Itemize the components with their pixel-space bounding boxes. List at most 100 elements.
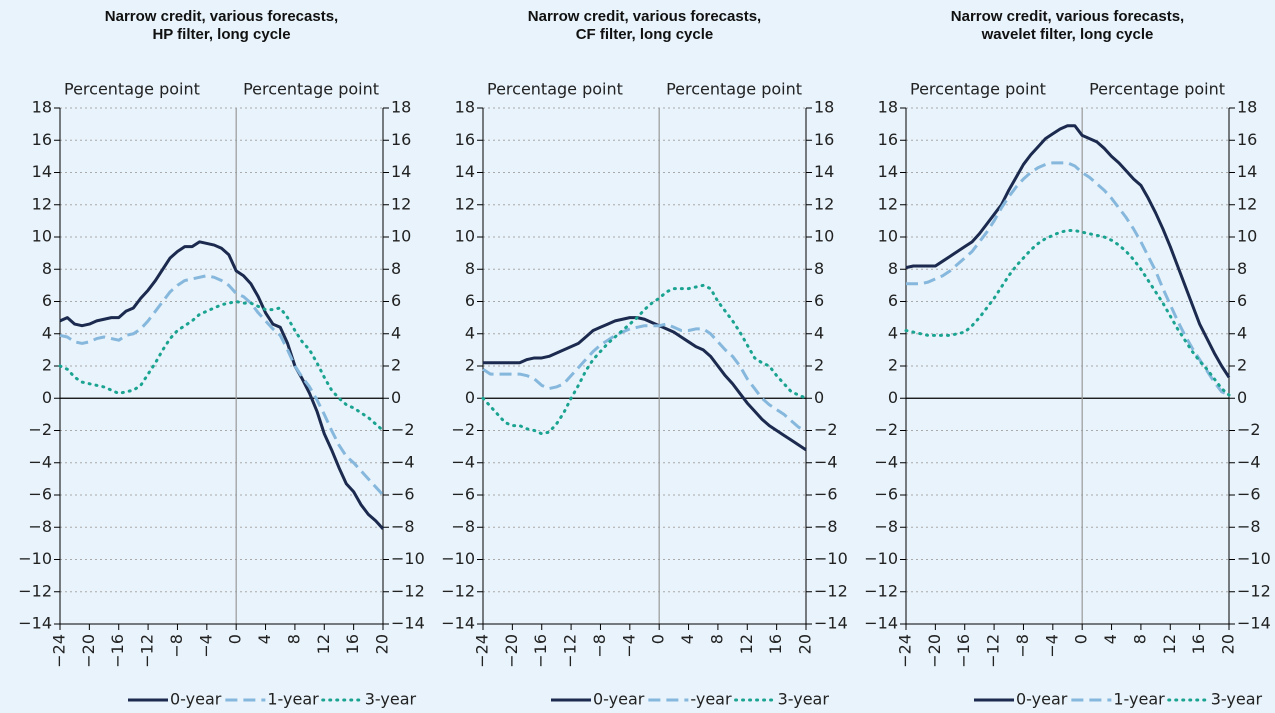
y-tick-label: 18 <box>455 98 475 117</box>
y-tick-label: 16 <box>455 130 475 149</box>
x-tick-label: 4 <box>678 634 697 644</box>
series-line <box>483 316 807 452</box>
y-tick-label: 2 <box>888 356 898 375</box>
y2-tick-label: 8 <box>391 259 401 278</box>
y2-tick-label: −12 <box>814 581 848 600</box>
y-tick-label: −6 <box>451 485 475 504</box>
y2-tick-label: 2 <box>1237 356 1247 375</box>
legend-label: 3-year <box>365 690 417 709</box>
x-tick-label: 0 <box>226 634 245 644</box>
y-tick-label: −10 <box>18 549 52 568</box>
y-tick-label: −8 <box>451 517 475 536</box>
series-line <box>59 274 385 497</box>
x-tick-label: −8 <box>590 634 609 658</box>
y-tick-label: 14 <box>32 162 52 181</box>
y2-tick-label: 16 <box>814 130 834 149</box>
x-tick-label: 20 <box>1219 634 1238 654</box>
x-tick-label: −4 <box>196 634 215 658</box>
legend-label: 3-year <box>1211 690 1263 709</box>
y-tick-label: 8 <box>465 259 475 278</box>
x-tick-label: −12 <box>561 634 580 668</box>
y2-tick-label: 0 <box>391 388 401 407</box>
y2-tick-label: 6 <box>391 291 401 310</box>
y2-tick-label: 12 <box>814 194 834 213</box>
y2-tick-label: −8 <box>1237 517 1261 536</box>
y-tick-label: 2 <box>42 356 52 375</box>
y-tick-label: 6 <box>465 291 475 310</box>
x-tick-label: −16 <box>954 634 973 668</box>
y2-tick-label: −8 <box>814 517 838 536</box>
y-tick-label: −12 <box>18 581 52 600</box>
chart-title: Narrow credit, various forecasts, CF fil… <box>527 8 762 43</box>
y2-tick-label: −4 <box>1237 452 1261 471</box>
y-tick-label: 16 <box>878 130 898 149</box>
y-tick-label: −8 <box>28 517 52 536</box>
series-line <box>906 161 1230 397</box>
y2-tick-label: −4 <box>391 452 415 471</box>
y2-tick-label: −14 <box>1237 614 1271 633</box>
x-tick-label: 0 <box>649 634 668 644</box>
y-tick-label: 4 <box>42 323 52 342</box>
x-tick-label: 20 <box>373 634 392 654</box>
y2-tick-label: 0 <box>814 388 824 407</box>
y2-tick-label: −10 <box>1237 549 1271 568</box>
y-tick-label: −2 <box>874 420 898 439</box>
y2-tick-label: 2 <box>814 356 824 375</box>
legend-label: 0-year <box>170 690 222 709</box>
y2-tick-label: 6 <box>814 291 824 310</box>
x-tick-label: −24 <box>896 634 915 668</box>
y-tick-label: −14 <box>441 614 475 633</box>
y-tick-label: 10 <box>455 227 475 246</box>
y-tick-label: −6 <box>28 485 52 504</box>
y-tick-label: −10 <box>441 549 475 568</box>
y2-tick-label: 10 <box>1237 227 1257 246</box>
y-tick-label: −4 <box>874 452 898 471</box>
y-tick-label: 0 <box>42 388 52 407</box>
y2-tick-label: −6 <box>391 485 415 504</box>
y2-tick-label: 2 <box>391 356 401 375</box>
x-tick-label: −24 <box>473 634 492 668</box>
y-tick-label: 6 <box>42 291 52 310</box>
y-tick-label: 4 <box>888 323 898 342</box>
y2-tick-label: −10 <box>391 549 425 568</box>
x-tick-label: 12 <box>1160 634 1179 654</box>
y2-tick-label: 4 <box>814 323 824 342</box>
y2-tick-label: −2 <box>1237 420 1261 439</box>
chart-title: Narrow credit, various forecasts, HP fil… <box>104 8 339 43</box>
y2-tick-label: −2 <box>814 420 838 439</box>
y-tick-label: 4 <box>465 323 475 342</box>
x-tick-label: −20 <box>925 634 944 668</box>
y2-tick-label: 16 <box>1237 130 1257 149</box>
y2-tick-label: −4 <box>814 452 838 471</box>
x-tick-label: −12 <box>984 634 1003 668</box>
x-tick-label: −8 <box>167 634 186 658</box>
y-axis-label: Percentage point <box>64 80 200 99</box>
y-tick-label: 6 <box>888 291 898 310</box>
y2-tick-label: 8 <box>814 259 824 278</box>
x-tick-label: −4 <box>619 634 638 658</box>
y2-tick-label: −10 <box>814 549 848 568</box>
y-tick-label: −14 <box>18 614 52 633</box>
y-tick-label: 14 <box>455 162 475 181</box>
y-tick-label: −4 <box>451 452 475 471</box>
y2-tick-label: −12 <box>391 581 425 600</box>
y-tick-label: 12 <box>878 194 898 213</box>
y-tick-label: 18 <box>878 98 898 117</box>
x-tick-label: −20 <box>502 634 521 668</box>
series-line <box>905 124 1231 379</box>
y-tick-label: −12 <box>864 581 898 600</box>
y-tick-label: −14 <box>864 614 898 633</box>
y2-tick-label: 16 <box>391 130 411 149</box>
y2-tick-label: 14 <box>391 162 411 181</box>
x-tick-label: 0 <box>1072 634 1091 644</box>
legend-label: 3-year <box>778 690 830 709</box>
y-tick-label: 14 <box>878 162 898 181</box>
x-tick-label: 12 <box>314 634 333 654</box>
y-tick-label: 10 <box>32 227 52 246</box>
y-tick-label: 18 <box>32 98 52 117</box>
x-tick-label: 16 <box>1189 634 1208 654</box>
y-axis-label: Percentage point <box>487 80 623 99</box>
y-tick-label: 16 <box>32 130 52 149</box>
x-tick-label: 8 <box>707 634 726 644</box>
